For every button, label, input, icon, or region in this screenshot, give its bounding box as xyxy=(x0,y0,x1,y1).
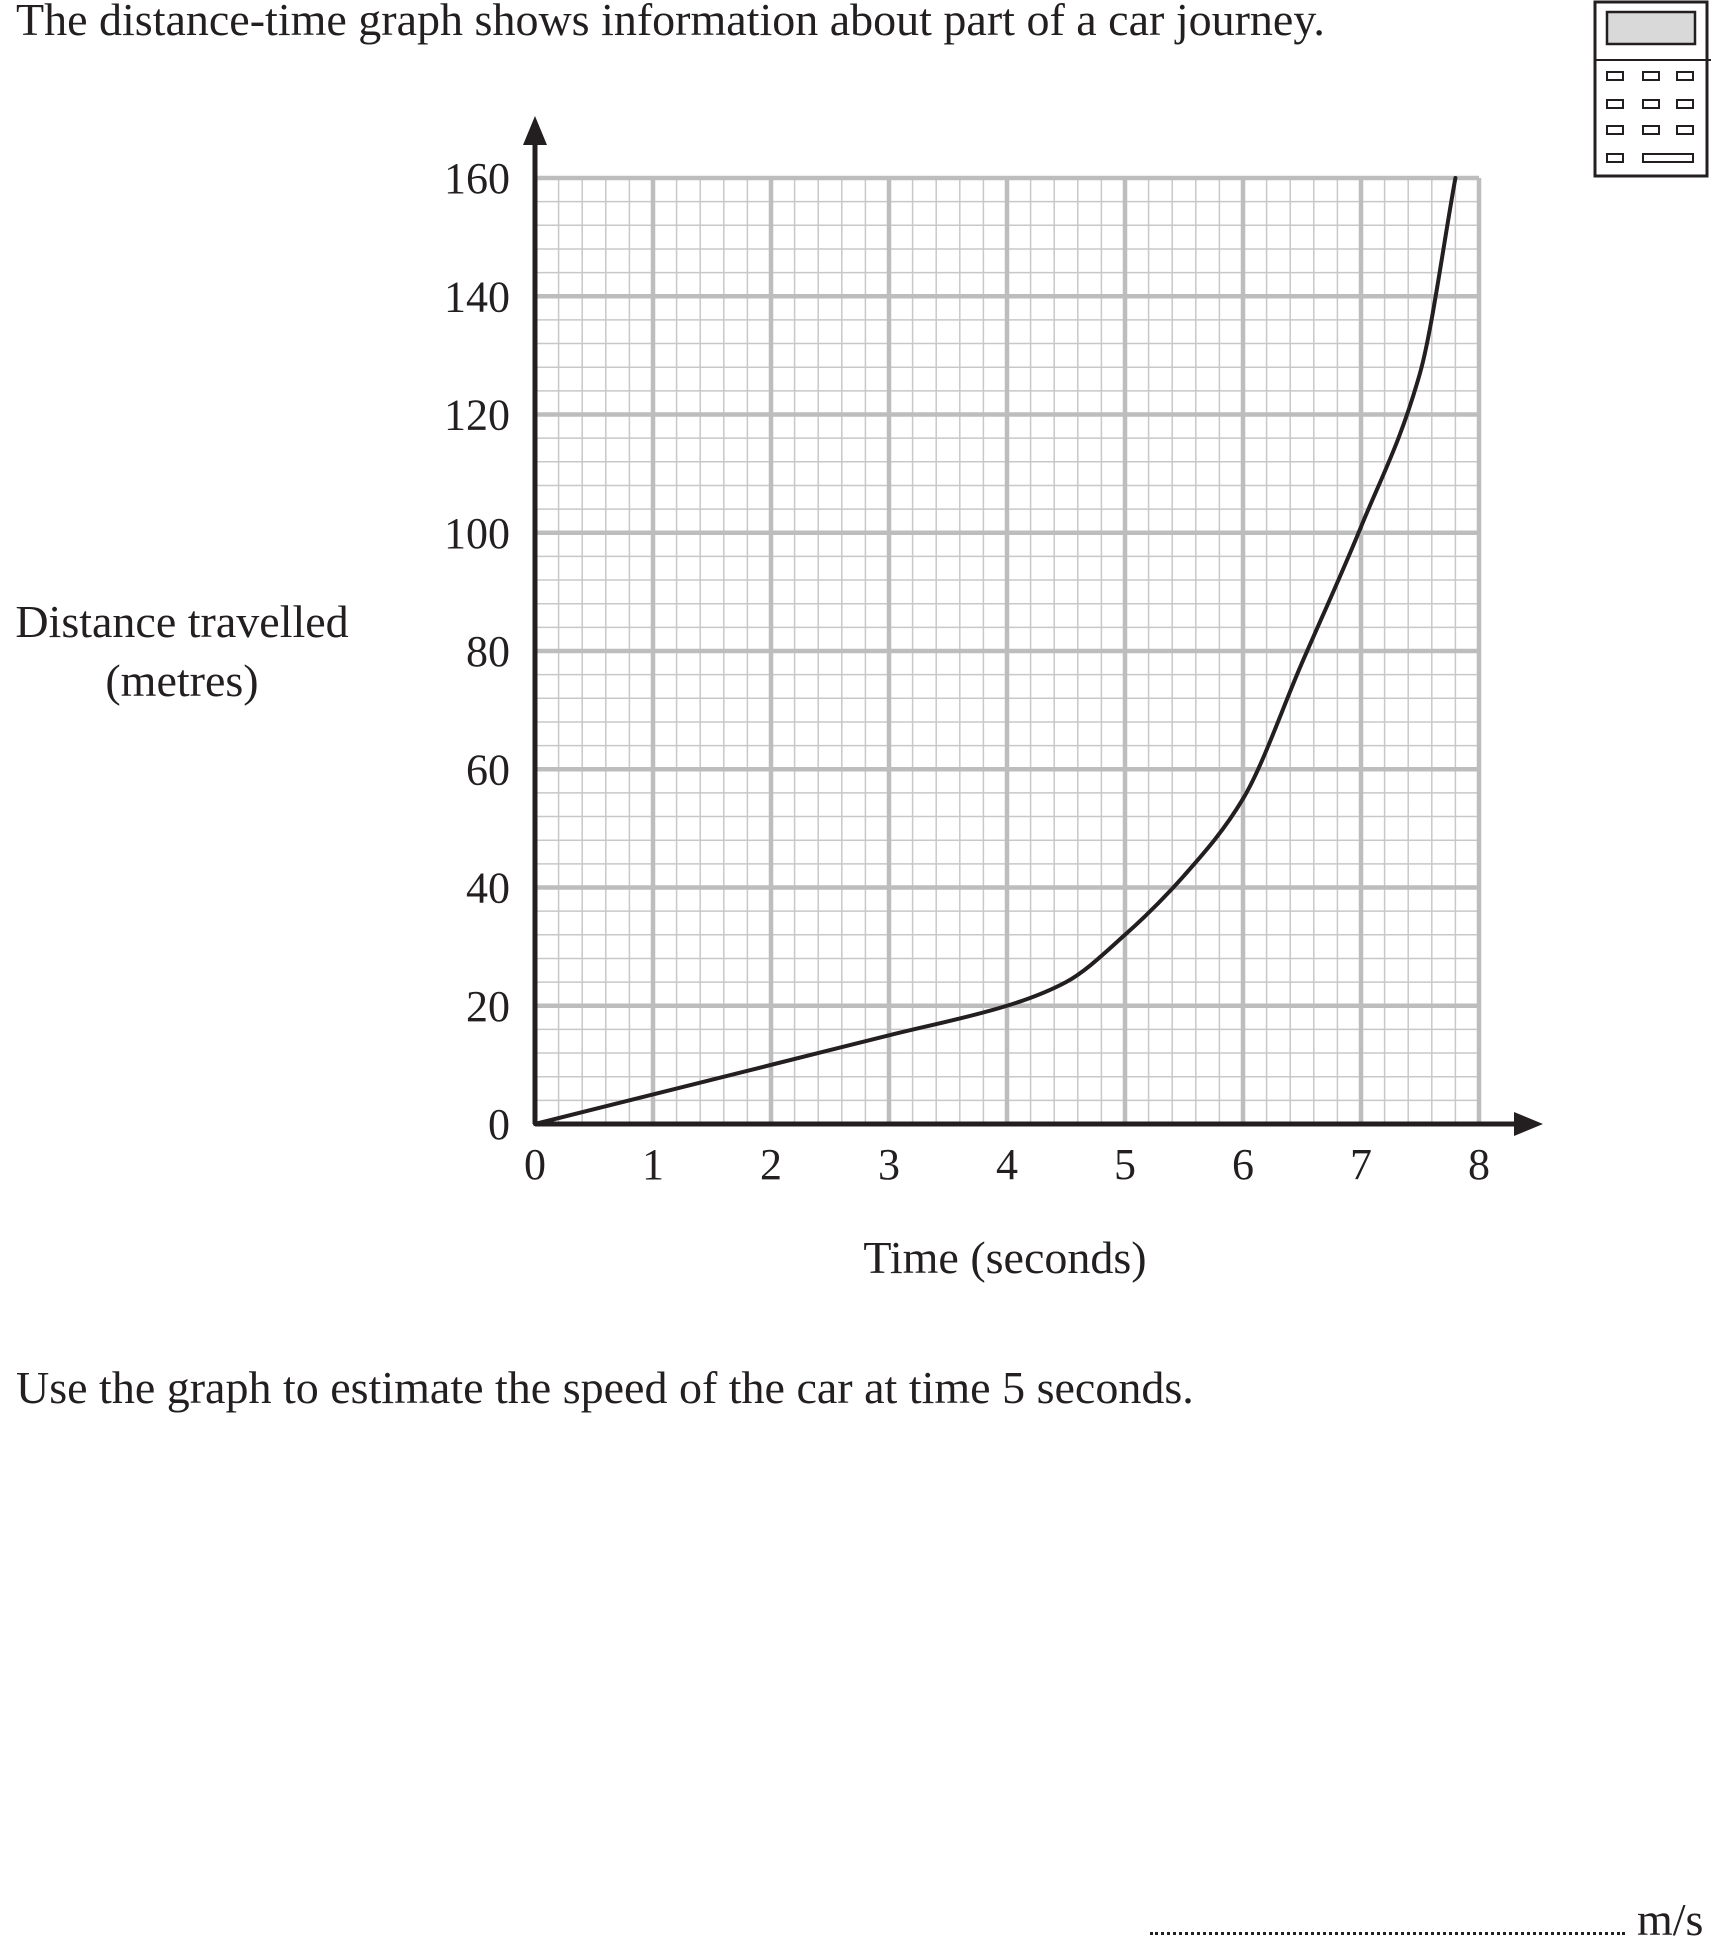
axes xyxy=(523,116,1543,1136)
series-curve xyxy=(533,176,1458,1126)
x-axis-arrow xyxy=(1514,1112,1543,1136)
x-tick-label: 1 xyxy=(642,1140,664,1189)
x-axis-label: Time (seconds) xyxy=(863,1232,1146,1283)
answer-line: m/s xyxy=(1150,1890,1703,1945)
y-tick-label: 140 xyxy=(444,272,510,321)
x-tick-label: 0 xyxy=(524,1140,546,1189)
y-tick-label: 20 xyxy=(466,982,510,1031)
y-axis-arrow xyxy=(523,116,547,145)
x-tick-label: 4 xyxy=(996,1140,1018,1189)
y-tick-label: 80 xyxy=(466,627,510,676)
answer-unit: m/s xyxy=(1637,1894,1704,1945)
x-tick-label: 7 xyxy=(1350,1140,1372,1189)
x-tick-label: 2 xyxy=(760,1140,782,1189)
y-tick-label: 160 xyxy=(444,154,510,203)
y-axis-label-line1: Distance travelled xyxy=(15,596,348,647)
y-tick-label: 0 xyxy=(488,1100,510,1149)
y-tick-label: 120 xyxy=(444,391,510,440)
x-tick-label: 6 xyxy=(1232,1140,1254,1189)
x-tick-label: 8 xyxy=(1468,1140,1490,1189)
x-tick-label: 5 xyxy=(1114,1140,1136,1189)
y-tick-label: 60 xyxy=(466,745,510,794)
y-tick-label: 100 xyxy=(444,509,510,558)
y-tick-label: 40 xyxy=(466,864,510,913)
calculator-icon xyxy=(1593,0,1711,185)
y-axis-label-line2: (metres) xyxy=(105,655,258,706)
question-prompt: Use the graph to estimate the speed of t… xyxy=(16,1362,1194,1413)
question-intro: The distance-time graph shows informatio… xyxy=(16,0,1325,45)
x-tick-label: 3 xyxy=(878,1140,900,1189)
answer-field[interactable] xyxy=(1150,1890,1625,1935)
